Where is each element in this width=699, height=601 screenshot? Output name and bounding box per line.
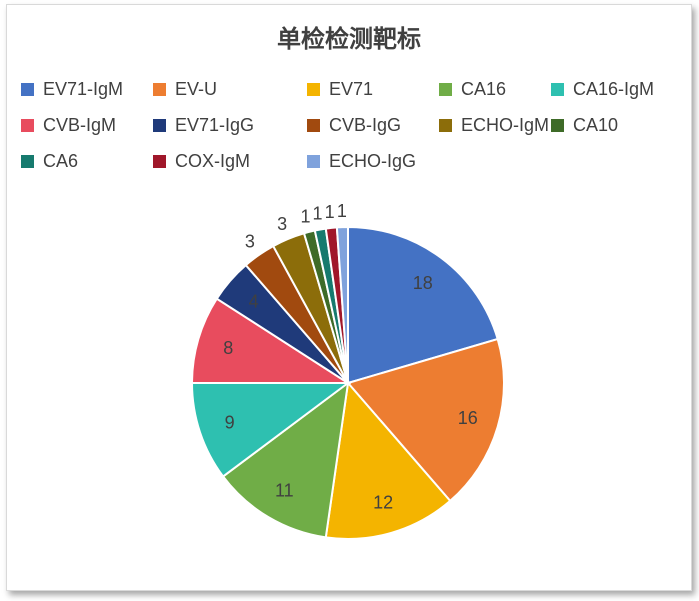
legend-item-echo-igm: ECHO-IgM <box>439 113 549 137</box>
chart-card: 单检检测靶标 EV71-IgM EV-U EV71 CA16 CA16-IgM CVB-I… <box>6 4 692 591</box>
legend-label: EV71-IgG <box>175 114 255 135</box>
data-label-ev-u: 16 <box>458 408 478 428</box>
legend-label: CA16 <box>461 78 507 99</box>
data-label-cvb-igm: 8 <box>223 338 233 358</box>
legend-swatch <box>307 82 320 96</box>
legend-label: CA6 <box>43 150 79 171</box>
legend-item-ca16: CA16 <box>439 77 506 101</box>
data-label-ev71-igg: 4 <box>249 291 259 311</box>
legend-item-ev71-igg: EV71-IgG <box>153 113 254 137</box>
legend-swatch <box>153 118 166 132</box>
data-label-ev71-igm: 18 <box>413 273 433 293</box>
legend-item-ev71: EV71 <box>307 77 373 101</box>
legend-label: CA10 <box>573 114 619 135</box>
legend-swatch <box>21 82 34 96</box>
legend-item-ca6: CA6 <box>21 149 78 173</box>
legend-item-ca16-igm: CA16-IgM <box>551 77 654 101</box>
legend-item-echo-igg: ECHO-IgG <box>307 149 416 173</box>
legend-swatch <box>307 118 320 132</box>
chart-title: 单检检测靶标 <box>277 25 421 53</box>
legend-item-ev-u: EV-U <box>153 77 217 101</box>
legend-label: ECHO-IgM <box>461 114 550 135</box>
data-label-ca16: 11 <box>275 480 294 500</box>
legend-swatch <box>153 82 166 96</box>
legend-swatch <box>307 154 320 168</box>
legend-label: EV71 <box>329 78 374 99</box>
legend-swatch <box>21 118 34 132</box>
legend-label: CVB-IgG <box>329 114 402 135</box>
data-label-ca10: 1 <box>300 206 310 226</box>
legend-swatch <box>21 154 34 168</box>
legend-label: CA16-IgM <box>573 78 655 99</box>
legend-label: ECHO-IgG <box>329 150 417 171</box>
legend-item-cvb-igg: CVB-IgG <box>307 113 401 137</box>
legend-label: COX-IgM <box>175 150 251 171</box>
data-label-ca16-igm: 9 <box>225 412 235 432</box>
pie-slice-cvb-igm <box>190 297 352 384</box>
data-label-echo-igm: 3 <box>277 214 287 234</box>
data-label-ca6: 1 <box>312 204 322 224</box>
pie-slice-ev71 <box>324 380 452 540</box>
legend-swatch <box>551 82 564 96</box>
pie-slice-ca16-igm <box>190 382 352 478</box>
pie-slice-ev-u <box>346 337 505 503</box>
legend-label: EV-U <box>175 78 218 99</box>
legend-item-cvb-igm: CVB-IgM <box>21 113 116 137</box>
legend-item-ev71-igm: EV71-IgM <box>21 77 123 101</box>
pie-slice-ca16 <box>221 380 350 539</box>
legend-label: EV71-IgM <box>43 78 124 99</box>
data-label-echo-igg: 1 <box>337 201 347 221</box>
legend-swatch <box>439 82 452 96</box>
legend-swatch <box>551 118 564 132</box>
legend-swatch <box>439 118 452 132</box>
legend-swatch <box>153 154 166 168</box>
legend-item-ca10: CA10 <box>551 113 618 137</box>
data-label-cox-igm: 1 <box>325 202 335 222</box>
pie-slice-echo-igg <box>335 225 349 384</box>
legend-item-cox-igm: COX-IgM <box>153 149 250 173</box>
data-label-ev71: 12 <box>373 493 393 513</box>
data-label-cvb-igg: 3 <box>245 232 255 252</box>
legend-label: CVB-IgM <box>43 114 117 135</box>
pie-slice-ev71-igm <box>347 225 499 385</box>
